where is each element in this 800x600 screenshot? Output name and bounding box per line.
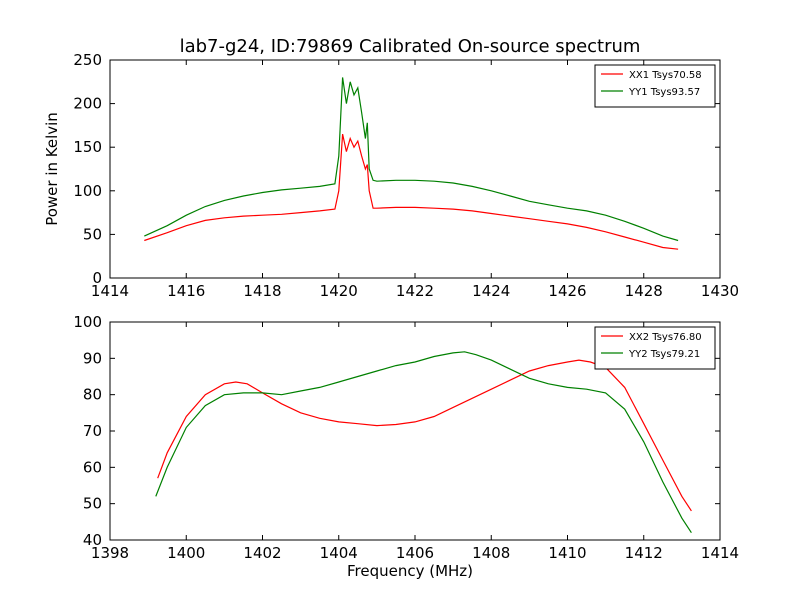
bottom-legend: XX2 Tsys76.80 YY2 Tsys79.21	[594, 326, 716, 370]
bottom-x-tick-label: 1412	[625, 544, 663, 562]
bottom-x-tick-label: 1414	[701, 544, 739, 562]
top-x-tick-label: 1424	[472, 282, 510, 300]
bottom-x-tick-label: 1408	[472, 544, 510, 562]
x-axis-label: Frequency (MHz)	[347, 562, 473, 580]
top-x-tick-label: 1420	[320, 282, 358, 300]
bottom-x-tick-label: 1410	[548, 544, 586, 562]
top-y-tick-label: 50	[83, 225, 102, 243]
bottom-x-tick-label: 1400	[167, 544, 205, 562]
bottom-x-tick-label: 1406	[396, 544, 434, 562]
bottom-y-tick-label: 60	[83, 458, 102, 476]
bottom-y-tick-label: 90	[83, 349, 102, 367]
bottom-y-tick-label: 80	[83, 386, 102, 404]
bottom-y-tick-label: 50	[83, 495, 102, 513]
top-x-tick-label: 1426	[548, 282, 586, 300]
bottom-legend-label: XX2 Tsys76.80	[629, 332, 702, 343]
top-y-tick-label: 100	[73, 182, 102, 200]
bottom-y-tick-label: 40	[83, 531, 102, 549]
top-x-tick-label: 1428	[625, 282, 663, 300]
top-legend-label: YY1 Tsys93.57	[628, 87, 700, 98]
top-series-line-1	[144, 133, 679, 250]
bottom-legend-box	[594, 326, 716, 370]
bottom-y-tick-label: 70	[83, 422, 102, 440]
top-y-tick-label: 200	[73, 95, 102, 113]
chart-title: lab7-g24, ID:79869 Calibrated On-source …	[180, 36, 641, 57]
bottom-x-tick-label: 1398	[91, 544, 129, 562]
top-legend-box	[594, 64, 716, 108]
top-y-tick-label: 250	[73, 51, 102, 69]
bottom-x-tick-label: 1404	[320, 544, 358, 562]
top-chart: 1414 1416 1418 1420 1422 1424 1426 1428 1430 0 50 1…	[73, 51, 739, 300]
top-y-tick-label: 0	[92, 269, 102, 287]
top-x-tick-label: 1430	[701, 282, 739, 300]
top-legend-label: XX1 Tsys70.58	[629, 70, 702, 81]
bottom-chart: 1398 1400 1402 1404 1406 1408 1410 1412 1414 40 50…	[73, 313, 739, 562]
top-x-tick-label: 1414	[91, 282, 129, 300]
top-x-tick-label: 1418	[243, 282, 281, 300]
bottom-x-tick-label: 1402	[243, 544, 281, 562]
top-x-tick-label: 1422	[396, 282, 434, 300]
top-x-tick-label: 1416	[167, 282, 205, 300]
top-legend: XX1 Tsys70.58 YY1 Tsys93.57	[594, 64, 716, 108]
top-series-line-2	[144, 77, 679, 242]
y-axis-label: Power in Kelvin	[43, 112, 61, 226]
bottom-legend-label: YY2 Tsys79.21	[628, 349, 700, 360]
bottom-series-line-2	[155, 351, 692, 534]
bottom-y-tick-label: 100	[73, 313, 102, 331]
top-y-tick-label: 150	[73, 138, 102, 156]
